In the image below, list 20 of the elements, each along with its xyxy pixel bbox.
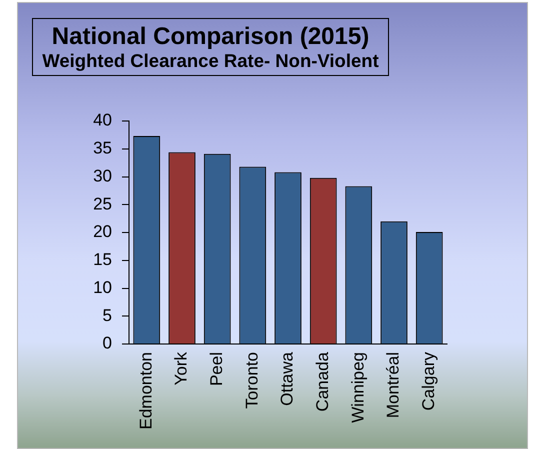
x-tick-label: Montréal (384, 352, 403, 418)
y-tick-label: 35 (93, 138, 112, 158)
x-tick-label: York (172, 352, 191, 386)
y-tick-label: 0 (102, 334, 112, 353)
x-tick-label: Calgary (419, 352, 438, 411)
y-tick-label: 10 (93, 278, 112, 297)
y-tick-label: 40 (93, 110, 112, 130)
y-tick-label: 30 (93, 166, 112, 186)
x-tick-label: Canada (313, 351, 332, 412)
x-tick-label: Edmonton (136, 352, 156, 430)
x-tick-label: Ottawa (278, 351, 297, 406)
x-tick-label: Winnipeg (348, 352, 368, 423)
x-tick-label: Toronto (242, 352, 262, 409)
y-tick-label: 20 (93, 222, 112, 242)
y-tick-label: 25 (93, 194, 112, 214)
y-tick-label: 15 (93, 250, 112, 270)
chart-subtitle: Weighted Clearance Rate- Non-Violent (41, 50, 380, 72)
chart-title: National Comparison (2015) (50, 23, 370, 50)
x-tick-label: Peel (207, 352, 226, 386)
y-tick-label: 5 (102, 306, 112, 325)
